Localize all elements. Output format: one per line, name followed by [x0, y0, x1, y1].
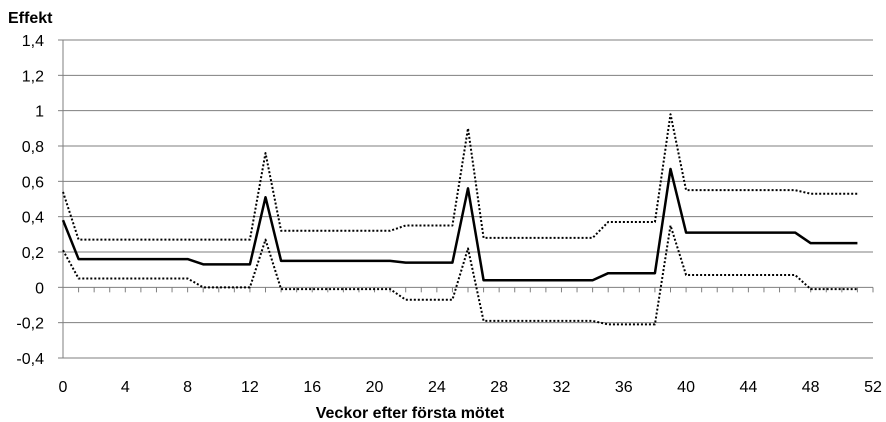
y-tick-label: 1	[35, 104, 44, 121]
x-tick-label: 48	[802, 379, 820, 396]
y-tick-label: 0,4	[22, 210, 44, 227]
y-tick-label: -0,2	[16, 316, 44, 333]
x-tick-label: 20	[366, 379, 384, 396]
x-axis-title: Veckor efter första mötet	[316, 405, 505, 422]
y-tick-label: 0,2	[22, 245, 44, 262]
x-tick-label: 24	[428, 379, 446, 396]
y-tick-label: 1,2	[22, 68, 44, 85]
series-lines	[61, 113, 858, 326]
gridlines	[63, 39, 873, 359]
y-tick-label: 0,6	[22, 174, 44, 191]
x-tick-label: 40	[677, 379, 695, 396]
axes	[58, 39, 874, 359]
x-tick-labels: 0 4 8 12 16 20 24 28 32 36 40 44 48 52	[59, 379, 882, 396]
y-axis-title: Effekt	[8, 10, 53, 27]
x-tick-label: 12	[241, 379, 259, 396]
y-tick-label: -0,4	[16, 351, 44, 368]
estimate-line	[61, 167, 858, 282]
x-tick-label: 28	[490, 379, 508, 396]
x-tick-label: 8	[183, 379, 192, 396]
x-tick-label: 32	[553, 379, 571, 396]
y-tick-label: 0,8	[22, 139, 44, 156]
x-tick-label: 0	[59, 379, 68, 396]
y-tick-label: 0	[35, 280, 44, 297]
x-tick-label: 36	[615, 379, 633, 396]
x-tick-label: 52	[864, 379, 882, 396]
y-tick-label: 1,4	[22, 33, 44, 50]
y-tick-labels: -0,4 -0,2 0 0,2 0,4 0,6 0,8 1 1,2 1,4	[16, 33, 44, 368]
lower-bound-line	[62, 224, 858, 326]
upper-bound-line	[62, 113, 858, 241]
x-tick-label: 44	[739, 379, 757, 396]
x-tick-label: 16	[303, 379, 321, 396]
x-tick-label: 4	[121, 379, 130, 396]
